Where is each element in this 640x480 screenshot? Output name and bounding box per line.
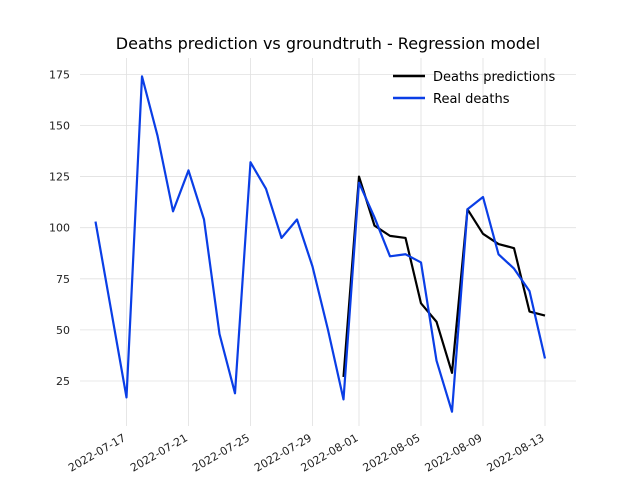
x-axis-ticks: 2022-07-17 2022-07-21 2022-07-25 2022-07-29… bbox=[66, 431, 546, 474]
y-tick-label: 25 bbox=[56, 375, 70, 388]
series-lines bbox=[94, 75, 547, 413]
y-tick-label: 50 bbox=[56, 324, 70, 337]
x-tick-label: 2022-07-25 bbox=[190, 431, 252, 474]
x-tick-label: 2022-08-09 bbox=[423, 431, 485, 474]
y-axis-ticks: 25 50 75 100 125 150 175 bbox=[49, 68, 70, 388]
chart-title: Deaths prediction vs groundtruth - Regre… bbox=[116, 34, 540, 53]
legend-label: Real deaths bbox=[433, 92, 510, 107]
legend: Deaths predictions Real deaths bbox=[393, 70, 555, 107]
series-line-1 bbox=[94, 75, 547, 413]
y-tick-label: 175 bbox=[49, 68, 70, 81]
x-tick-label: 2022-08-13 bbox=[485, 431, 547, 474]
y-tick-label: 100 bbox=[49, 222, 70, 235]
series-line-0 bbox=[342, 175, 546, 378]
x-tick-label: 2022-08-05 bbox=[361, 431, 423, 474]
y-tick-label: 125 bbox=[49, 171, 70, 184]
grid bbox=[80, 58, 576, 426]
y-tick-label: 150 bbox=[49, 119, 70, 132]
x-tick-label: 2022-07-21 bbox=[128, 431, 190, 474]
x-tick-label: 2022-07-17 bbox=[66, 431, 128, 474]
y-tick-label: 75 bbox=[56, 273, 70, 286]
legend-label: Deaths predictions bbox=[433, 70, 555, 85]
